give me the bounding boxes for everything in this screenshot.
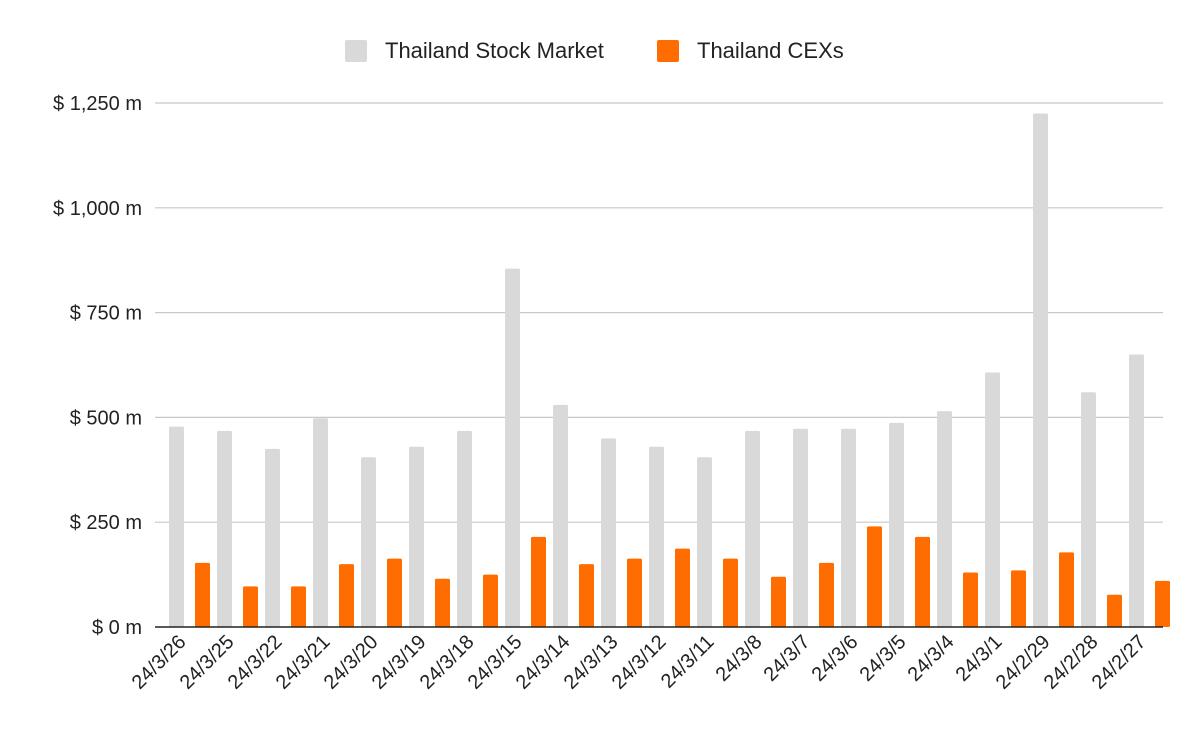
- bar-cexs: [435, 578, 450, 627]
- legend-swatch-cexs: [657, 40, 679, 62]
- bar-stock-market: [649, 446, 664, 627]
- bar-stock-market: [409, 446, 424, 627]
- bar-cexs: [1059, 552, 1074, 627]
- bar-cexs: [675, 548, 690, 627]
- bar-stock-market: [313, 418, 328, 627]
- x-tick-label: 24/3/4: [904, 631, 959, 686]
- x-tick-label: 24/3/11: [657, 631, 719, 693]
- x-tick-label: 24/3/6: [808, 631, 863, 686]
- bar-cexs: [819, 562, 834, 627]
- x-tick-label: 24/3/7: [760, 631, 815, 686]
- y-tick-label: $ 750 m: [70, 303, 142, 325]
- bar-cexs: [963, 572, 978, 627]
- bar-cexs: [243, 586, 258, 627]
- legend: Thailand Stock Market Thailand CEXs: [0, 36, 1200, 66]
- bar-stock-market: [793, 428, 808, 627]
- y-tick-label: $ 1,000 m: [53, 198, 142, 220]
- bar-cexs: [915, 536, 930, 627]
- bar-stock-market: [937, 411, 952, 627]
- y-tick-label: $ 250 m: [70, 512, 142, 534]
- legend-swatch-stock-market: [345, 40, 367, 62]
- bar-stock-market: [1129, 354, 1144, 627]
- bar-cexs: [1155, 580, 1170, 627]
- bar-stock-market: [745, 430, 760, 627]
- bar-cexs: [195, 562, 210, 627]
- bar-cexs: [531, 536, 546, 627]
- bar-stock-market: [1033, 113, 1048, 628]
- bar-cexs: [579, 564, 594, 627]
- bar-cexs: [867, 526, 882, 627]
- bar-cexs: [291, 586, 306, 627]
- bar-stock-market: [985, 372, 1000, 627]
- legend-label-cexs: Thailand CEXs: [697, 38, 844, 63]
- x-tick-label: 24/2/27: [1088, 631, 1151, 694]
- bar-stock-market: [553, 404, 568, 627]
- bar-stock-market: [697, 457, 712, 627]
- bar-cexs: [627, 558, 642, 627]
- bar-cexs: [1011, 570, 1026, 627]
- bar-stock-market: [361, 457, 376, 627]
- bar-cexs: [1107, 594, 1122, 627]
- bar-stock-market: [457, 430, 472, 627]
- bar-stock-market: [217, 430, 232, 627]
- bar-stock-market: [169, 426, 184, 627]
- legend-label-stock-market: Thailand Stock Market: [385, 38, 604, 63]
- y-tick-label: $ 500 m: [70, 407, 142, 429]
- x-tick-label: 24/3/12: [608, 631, 671, 694]
- x-tick-label: 24/3/8: [712, 631, 767, 686]
- x-tick-label: 24/3/5: [856, 631, 911, 686]
- legend-item-stock-market: Thailand Stock Market: [345, 36, 604, 66]
- bar-stock-market: [601, 438, 616, 627]
- bar-cexs: [339, 564, 354, 627]
- bar-cexs: [483, 574, 498, 627]
- bar-cexs: [723, 558, 738, 627]
- bar-stock-market: [505, 268, 520, 627]
- bar-cexs: [387, 558, 402, 627]
- bar-stock-market: [265, 448, 280, 627]
- bar-stock-market: [1081, 392, 1096, 627]
- y-tick-label: $ 0 m: [92, 617, 142, 639]
- y-tick-label: $ 1,250 m: [53, 93, 142, 115]
- bar-stock-market: [889, 422, 904, 627]
- bar-stock-market: [841, 428, 856, 627]
- bar-cexs: [771, 576, 786, 627]
- legend-item-cexs: Thailand CEXs: [657, 36, 844, 66]
